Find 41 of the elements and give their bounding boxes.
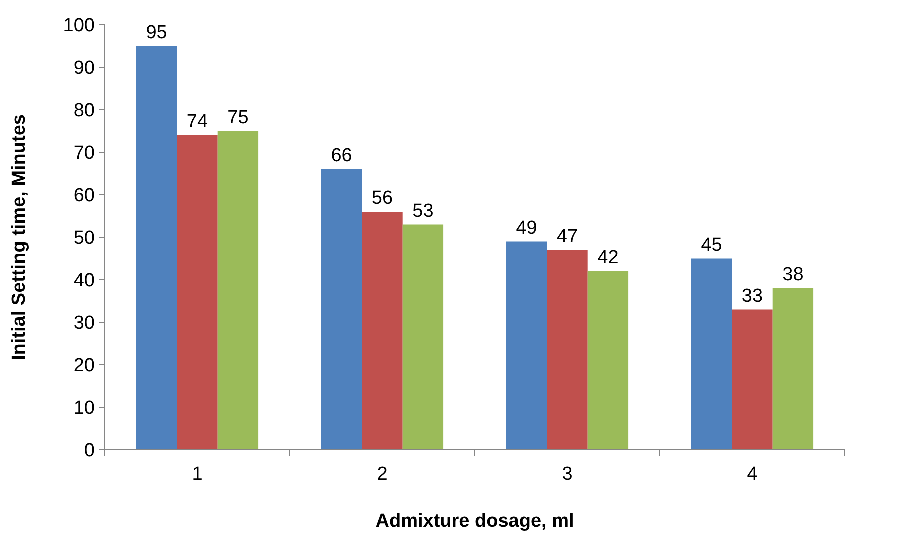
x-axis-title: Admixture dosage, ml [376, 511, 574, 532]
x-tick-label: 4 [747, 464, 758, 485]
data-label: 33 [742, 286, 764, 307]
y-tick-label: 90 [74, 58, 95, 80]
data-label: 47 [556, 226, 578, 248]
y-tick-label: 70 [74, 143, 95, 164]
data-label: 38 [782, 264, 804, 286]
bar [177, 136, 218, 450]
x-tick-label: 3 [562, 464, 573, 485]
bar [402, 224, 444, 450]
bar [362, 212, 403, 450]
data-label: 45 [701, 234, 722, 256]
bar [732, 310, 773, 450]
bar [547, 250, 588, 450]
bar [506, 242, 548, 450]
y-tick-label: 10 [74, 398, 95, 420]
data-label: 49 [516, 218, 538, 239]
data-label: 66 [331, 146, 352, 166]
y-tick-label: 60 [74, 186, 95, 207]
y-axis-title: Initial Setting time, Minutes [9, 114, 30, 360]
y-tick-label: 50 [74, 228, 95, 250]
x-tick-label: 1 [192, 464, 203, 485]
data-label: 53 [412, 200, 434, 222]
bar [588, 272, 629, 450]
bar [691, 258, 732, 450]
data-label: 74 [186, 112, 208, 132]
y-tick-label: 0 [84, 440, 95, 462]
x-tick-label: 2 [377, 464, 388, 485]
y-tick-label: 30 [74, 313, 95, 334]
data-label: 56 [372, 188, 394, 209]
y-tick-label: 80 [74, 100, 95, 122]
data-label: 42 [598, 248, 619, 268]
bar [136, 46, 178, 450]
data-label: 95 [146, 22, 168, 44]
y-tick-label: 100 [63, 16, 95, 37]
y-tick-label: 40 [74, 270, 95, 292]
bar [218, 131, 259, 450]
data-label: 75 [228, 107, 249, 128]
bar [772, 288, 814, 450]
y-tick-label: 20 [74, 356, 95, 377]
bar [321, 170, 362, 450]
